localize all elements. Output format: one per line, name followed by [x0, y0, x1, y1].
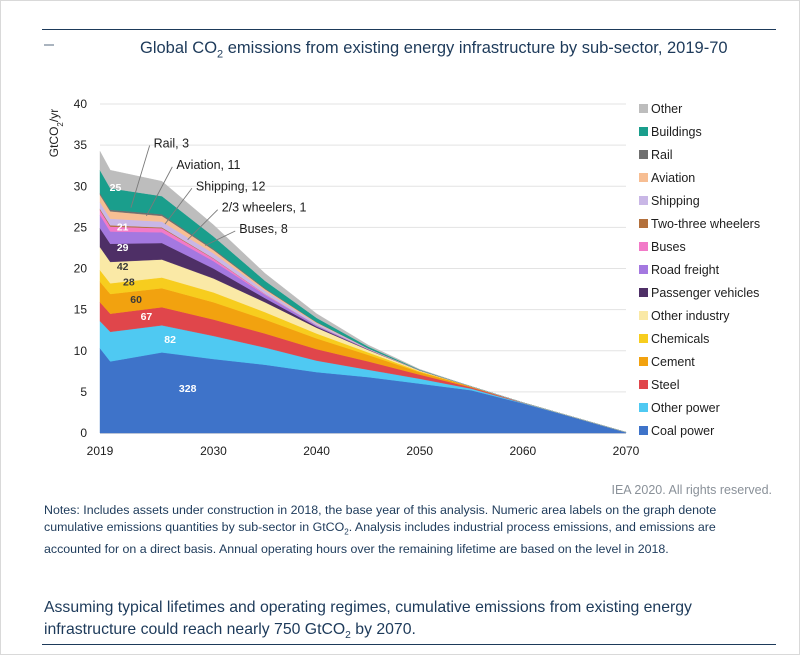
- area-label: 328: [179, 383, 197, 395]
- area-label: 29: [117, 242, 129, 254]
- callout-label: Aviation, 11: [176, 158, 240, 172]
- credit-line: IEA 2020. All rights reserved.: [611, 483, 772, 497]
- bottom-rule: [42, 644, 776, 645]
- callout-leader: [130, 145, 151, 208]
- legend-label: Chemicals: [651, 332, 709, 346]
- stacked-area-chart: Rail, 3 Aviation, 11 Shipping, 12 2/3 wheel…: [47, 97, 760, 458]
- legend-swatch: [639, 334, 648, 343]
- legend-label: Other power: [651, 401, 720, 415]
- callout-label: Shipping, 12: [196, 179, 266, 193]
- area-label: 67: [141, 311, 153, 323]
- legend-swatch: [639, 219, 648, 228]
- area-label: 21: [117, 222, 129, 234]
- legend-label: Steel: [651, 378, 680, 392]
- legend-label: Coal power: [651, 424, 714, 438]
- legend-swatch: [639, 426, 648, 435]
- legend-swatch: [639, 104, 648, 113]
- legend-swatch: [639, 380, 648, 389]
- y-tick-label: 25: [74, 220, 88, 234]
- callout-label: 2/3 wheelers, 1: [222, 201, 307, 215]
- legend-label: Two-three wheelers: [651, 217, 760, 231]
- legend-swatch: [639, 311, 648, 320]
- y-tick-label: 40: [74, 97, 88, 111]
- legend-swatch: [639, 403, 648, 412]
- legend-swatch: [639, 196, 648, 205]
- x-tick-label: 2070: [613, 444, 640, 458]
- x-axis-ticks: 2019 2030 2040 2050 2060 2070: [87, 444, 640, 458]
- legend-swatch: [639, 242, 648, 251]
- chart-title: Global CO2 emissions from existing energ…: [140, 39, 728, 61]
- area-label: 25: [110, 182, 122, 194]
- chart-notes: Notes: Includes assets under constructio…: [44, 503, 717, 557]
- legend-label: Buildings: [651, 125, 702, 139]
- area-series: [99, 151, 627, 434]
- callout-lines: Rail, 3 Aviation, 11 Shipping, 12 2/3 wheel…: [130, 136, 307, 246]
- y-tick-label: 10: [74, 344, 88, 358]
- y-tick-label: 30: [74, 179, 88, 193]
- area-label: 82: [164, 334, 176, 346]
- x-tick-label: 2019: [87, 444, 114, 458]
- y-tick-label: 35: [74, 138, 88, 152]
- legend-swatch: [639, 357, 648, 366]
- y-axis-label: GtCO2/yr: [47, 109, 65, 157]
- area-other: [99, 151, 627, 433]
- callout-leader: [146, 166, 173, 217]
- callout-leader: [164, 187, 193, 225]
- x-tick-label: 2050: [406, 444, 433, 458]
- y-tick-label: 5: [80, 385, 87, 399]
- area-label: 28: [123, 277, 135, 289]
- callout-label: Rail, 3: [154, 136, 189, 150]
- legend-swatch: [639, 127, 648, 136]
- y-tick-label: 15: [74, 303, 88, 317]
- area-value-labels: 328 82 67 60 28 42 29 21 25 30: [110, 162, 197, 395]
- legend-label: Buses: [651, 240, 686, 254]
- area-label: 42: [117, 261, 129, 273]
- legend-swatch: [639, 288, 648, 297]
- top-rule: [42, 29, 776, 30]
- y-tick-label: 20: [74, 262, 88, 276]
- legend-swatch: [639, 265, 648, 274]
- area-label: 60: [130, 294, 142, 306]
- y-axis-ticks: 0 5 10 15 20 25 30 35 40: [74, 97, 88, 440]
- legend-label: Aviation: [651, 171, 695, 185]
- logo-mark: [44, 44, 54, 46]
- legend-label: Cement: [651, 355, 695, 369]
- x-tick-label: 2060: [510, 444, 537, 458]
- summary-caption: Assuming typical lifetimes and operating…: [44, 599, 692, 642]
- legend: Other Buildings Rail Aviation Shipping Two-th…: [639, 102, 760, 438]
- legend-swatch: [639, 173, 648, 182]
- y-tick-label: 0: [80, 426, 87, 440]
- callout-leader: [205, 230, 236, 246]
- x-tick-label: 2040: [303, 444, 330, 458]
- legend-label: Other industry: [651, 309, 730, 323]
- legend-label: Passenger vehicles: [651, 286, 759, 300]
- legend-label: Road freight: [651, 263, 720, 277]
- x-tick-label: 2030: [200, 444, 227, 458]
- legend-label: Shipping: [651, 194, 700, 208]
- legend-label: Rail: [651, 148, 673, 162]
- area-label: 30: [113, 162, 125, 174]
- callout-label: Buses, 8: [239, 222, 288, 236]
- legend-swatch: [639, 150, 648, 159]
- callout-leader: [187, 209, 219, 241]
- legend-label: Other: [651, 102, 682, 116]
